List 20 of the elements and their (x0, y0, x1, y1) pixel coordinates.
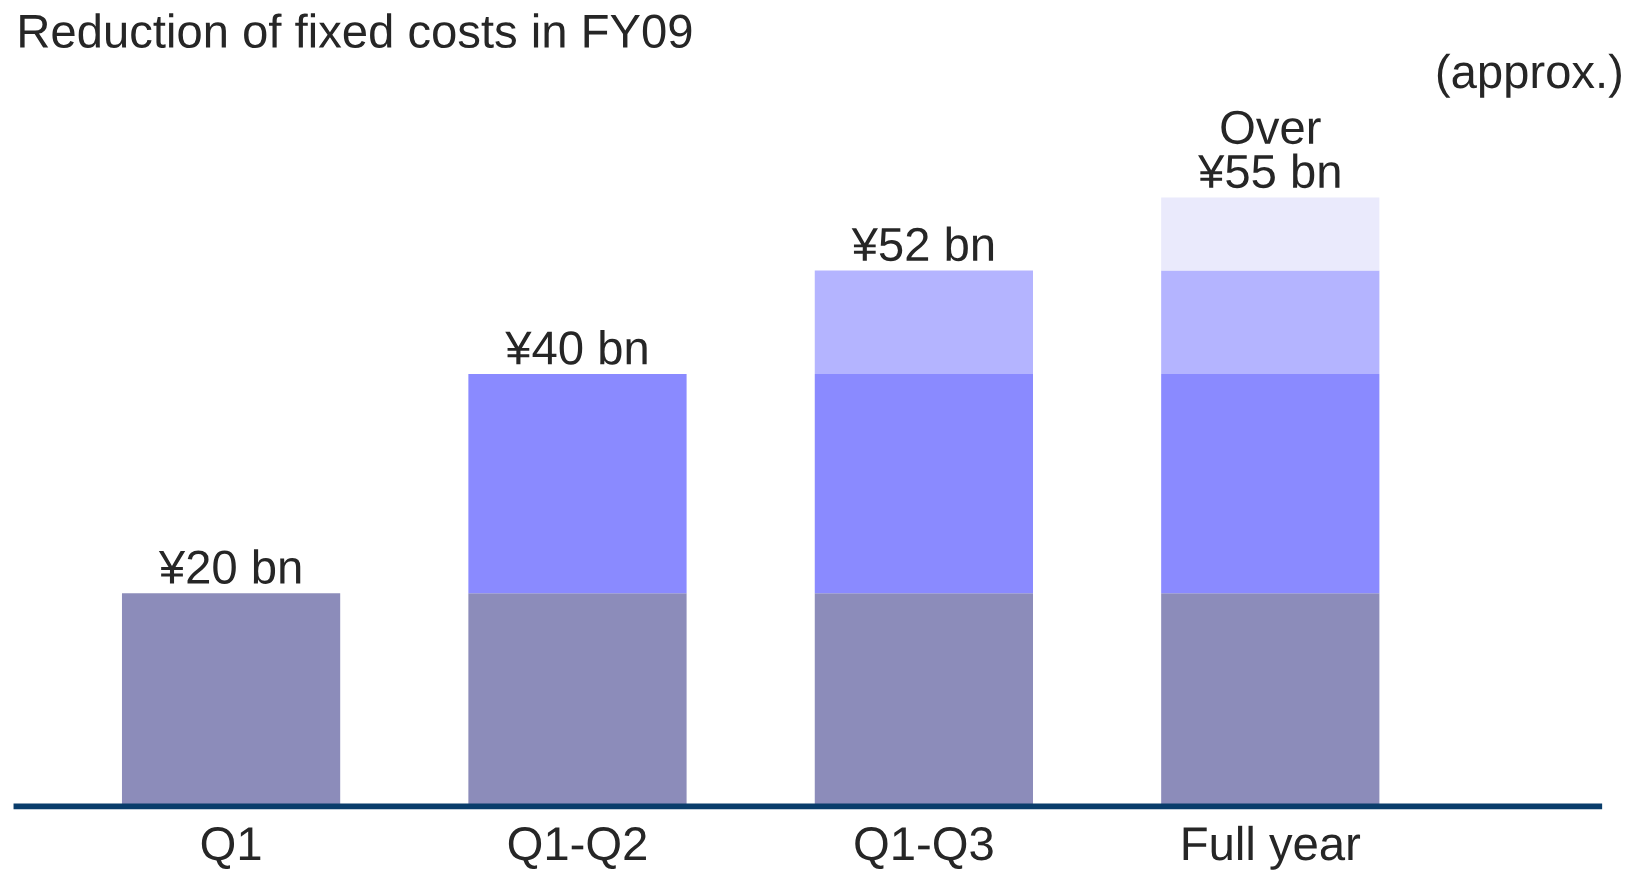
bar (468, 593, 687, 807)
bar (121, 593, 341, 807)
x-tick-label: Q1-Q3 (855, 827, 993, 869)
x-tick-label: Q1-Q2 (508, 827, 646, 869)
bar (814, 270, 1033, 375)
bar (1161, 593, 1380, 807)
bar (814, 593, 1033, 807)
text: (approx.) (1437, 53, 1621, 98)
annotation: ¥40 bn (505, 330, 647, 365)
annotation: Over ¥55 bn (1198, 110, 1340, 189)
annotation: ¥20 bn (158, 549, 301, 584)
bar (1161, 197, 1380, 271)
chart-title: Reduction of fixed costs in FY09 (20, 13, 692, 49)
x-tick-label: Full year (1183, 825, 1361, 870)
annotation: ¥52 bn (851, 226, 994, 262)
bar (468, 374, 687, 594)
bar (1161, 270, 1380, 375)
bar (1161, 374, 1380, 594)
bar (814, 374, 1033, 594)
x-tick-label: Q1 (201, 827, 261, 869)
